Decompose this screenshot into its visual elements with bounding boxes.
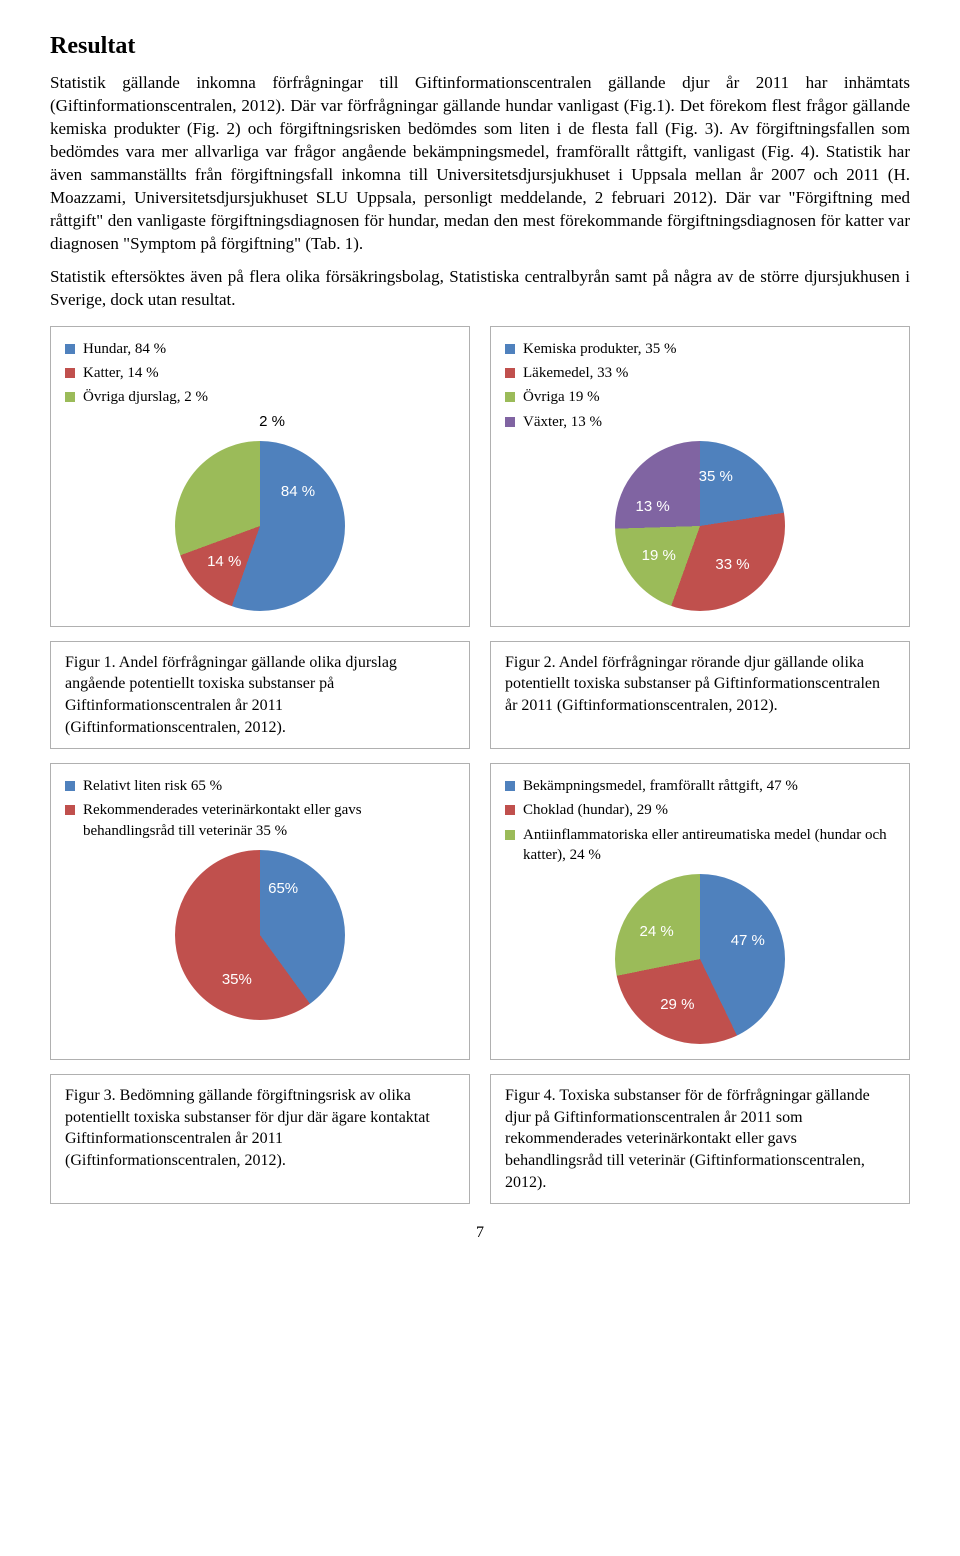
chart-row-2: Relativt liten risk 65 % Rekommenderades … [50,763,910,1060]
legend-label: Choklad (hundar), 29 % [523,800,668,820]
pie-slice-label: 35 % [699,467,733,487]
legend-item: Katter, 14 % [65,363,455,383]
paragraph-2: Statistik eftersöktes även på flera olik… [50,266,910,312]
chart-row-1: Hundar, 84 % Katter, 14 % Övriga djurslag,… [50,326,910,627]
legend-swatch [65,392,75,402]
legend-swatch [65,344,75,354]
legend-label: Växter, 13 % [523,412,602,432]
fig4-pie-wrap: 47 % 29 % 24 % [505,873,895,1045]
pie-slice-label: 33 % [715,555,749,575]
legend-label: Bekämpningsmedel, framförallt råttgift, … [523,776,798,796]
legend-swatch [505,392,515,402]
legend-item: Övriga djurslag, 2 % [65,387,455,407]
fig3-pie-wrap: 65% 35% [65,849,455,1021]
legend-label: Läkemedel, 33 % [523,363,628,383]
legend-item: Relativt liten risk 65 % [65,776,455,796]
fig4-pie: 47 % 29 % 24 % [614,873,786,1045]
pie-slice-label: 29 % [660,995,694,1015]
legend-label: Hundar, 84 % [83,339,166,359]
fig1-caption: Figur 1. Andel förfrågningar gällande ol… [50,641,470,749]
legend-item: Växter, 13 % [505,412,895,432]
fig2-pie-wrap: 35 % 33 % 19 % 13 % [505,440,895,612]
legend-label: Antiinflammatoriska eller antireumatiska… [523,825,895,866]
pie-slice-label: 24 % [640,922,674,942]
fig3-pie: 65% 35% [174,849,346,1021]
pie-slice-label: 47 % [731,931,765,951]
legend-label: Rekommenderades veterinärkontakt eller g… [83,800,455,841]
legend-item: Kemiska produkter, 35 % [505,339,895,359]
legend-item: Antiinflammatoriska eller antireumatiska… [505,825,895,866]
legend-swatch [65,805,75,815]
section-heading: Resultat [50,30,910,62]
page-number: 7 [50,1222,910,1244]
fig2-legend: Kemiska produkter, 35 % Läkemedel, 33 % Öv… [505,339,895,432]
legend-swatch [65,368,75,378]
legend-item: Läkemedel, 33 % [505,363,895,383]
pie-slice-label: 35% [222,970,252,990]
fig1-pie: 84 % 14 % [174,440,346,612]
fig1-legend: Hundar, 84 % Katter, 14 % Övriga djurslag,… [65,339,455,408]
caption-row-2: Figur 3. Bedömning gällande förgiftnings… [50,1074,910,1204]
legend-swatch [505,805,515,815]
paragraph-1: Statistik gällande inkomna förfrågningar… [50,72,910,256]
legend-swatch [505,368,515,378]
legend-item: Choklad (hundar), 29 % [505,800,895,820]
legend-item: Bekämpningsmedel, framförallt råttgift, … [505,776,895,796]
legend-label: Relativt liten risk 65 % [83,776,222,796]
legend-swatch [505,344,515,354]
pie-slice-label: 65% [268,879,298,899]
fig3-panel: Relativt liten risk 65 % Rekommenderades … [50,763,470,1060]
fig2-caption: Figur 2. Andel förfrågningar rörande dju… [490,641,910,749]
fig4-caption: Figur 4. Toxiska substanser för de förfr… [490,1074,910,1204]
legend-swatch [65,781,75,791]
legend-item: Rekommenderades veterinärkontakt eller g… [65,800,455,841]
fig1-pie-wrap: 84 % 14 % [65,440,455,612]
legend-item: Hundar, 84 % [65,339,455,359]
pie-slice-label: 84 % [281,482,315,502]
fig1-extra-label: 2 % [65,412,455,432]
legend-swatch [505,417,515,427]
legend-label: Övriga 19 % [523,387,600,407]
fig2-pie: 35 % 33 % 19 % 13 % [614,440,786,612]
pie-slice-label: 14 % [207,552,241,572]
legend-label: Kemiska produkter, 35 % [523,339,677,359]
pie-slice-label: 19 % [642,546,676,566]
fig2-panel: Kemiska produkter, 35 % Läkemedel, 33 % Öv… [490,326,910,627]
fig4-legend: Bekämpningsmedel, framförallt råttgift, … [505,776,895,865]
legend-item: Övriga 19 % [505,387,895,407]
caption-row-1: Figur 1. Andel förfrågningar gällande ol… [50,641,910,749]
fig4-panel: Bekämpningsmedel, framförallt råttgift, … [490,763,910,1060]
pie-slice-label: 13 % [635,497,669,517]
legend-swatch [505,781,515,791]
legend-swatch [505,830,515,840]
legend-label: Övriga djurslag, 2 % [83,387,208,407]
fig1-panel: Hundar, 84 % Katter, 14 % Övriga djurslag,… [50,326,470,627]
legend-label: Katter, 14 % [83,363,159,383]
fig3-legend: Relativt liten risk 65 % Rekommenderades … [65,776,455,841]
fig3-caption: Figur 3. Bedömning gällande förgiftnings… [50,1074,470,1204]
